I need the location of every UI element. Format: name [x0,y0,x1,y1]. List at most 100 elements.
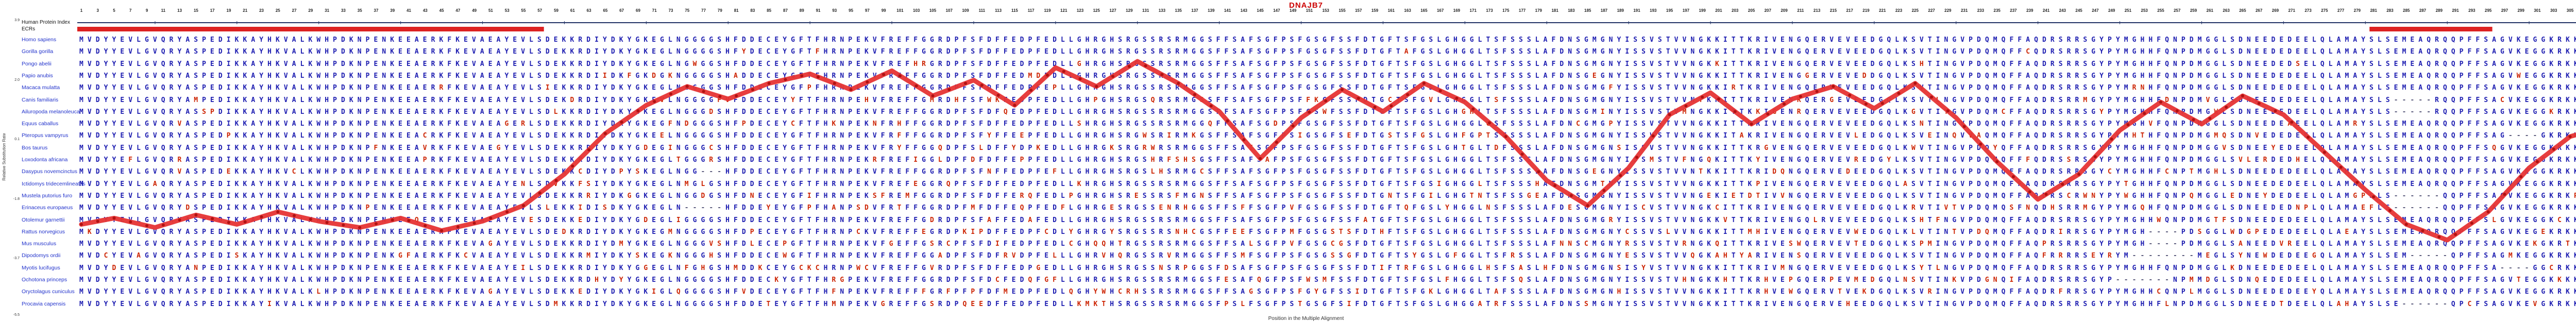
ruler-label: 179 [1535,8,1543,13]
ruler-label: 275 [2321,8,2328,13]
ruler-label: 167 [1436,8,1444,13]
ruler-label: 131 [1142,8,1149,13]
ruler-label: 135 [1175,8,1182,13]
ruler-label: 197 [1682,8,1690,13]
ruler-label: 3 [96,8,99,13]
y-tick-label: 2.0 [14,78,20,82]
ruler-label: 193 [1650,8,1657,13]
ruler-label: 223 [1895,8,1903,13]
ruler-label: 231 [1960,8,1968,13]
ruler-label: 37 [374,8,379,13]
ruler-label: 263 [2223,8,2230,13]
ruler-label: 151 [1306,8,1313,13]
ruler-label: 237 [2010,8,2017,13]
ruler-label: 139 [1208,8,1215,13]
ruler-label: 17 [210,8,215,13]
ruler-label: 211 [1797,8,1804,13]
ruler-label: 191 [1633,8,1640,13]
ruler-label: 153 [1322,8,1329,13]
ruler-label: 75 [685,8,690,13]
ruler-label: 41 [406,8,411,13]
ruler-label: 295 [2484,8,2492,13]
ruler-label: 171 [1469,8,1477,13]
ruler-label: 61 [570,8,575,13]
ruler-label: 109 [962,8,969,13]
ruler-label: 53 [504,8,510,13]
y-tick-label: -1.8 [13,197,20,201]
ruler-label: 23 [259,8,264,13]
ruler-label: 189 [1617,8,1624,13]
ruler-label: 73 [668,8,673,13]
ruler-label: 305 [2566,8,2574,13]
ruler-label: 283 [2386,8,2394,13]
species-label: Papio anubis [22,72,53,79]
ruler-label: 221 [1879,8,1886,13]
ruler-label: 219 [1862,8,1870,13]
species-label: Mus musculus [22,241,57,247]
ruler-label: 101 [896,8,904,13]
ruler-label: 137 [1191,8,1198,13]
species-label: Oryctolagus cuniculus [22,289,75,295]
species-label: Procavia capensis [22,300,66,307]
ruler-label: 161 [1387,8,1395,13]
ruler-label: 43 [422,8,428,13]
ruler-label: 271 [2288,8,2295,13]
species-label: Myotis lucifugus [22,264,60,271]
ruler-label: 199 [1699,8,1706,13]
ruler-label: 97 [865,8,870,13]
ruler-label: 265 [2239,8,2246,13]
ruler-label: 13 [177,8,182,13]
ruler-label: 49 [472,8,477,13]
ruler-label: 127 [1109,8,1116,13]
ruler-label: 289 [2435,8,2443,13]
ruler-label: 59 [554,8,559,13]
ruler-label: 257 [2174,8,2181,13]
ruler-label: 15 [193,8,198,13]
ruler-label: 31 [325,8,330,13]
species-label: Rattus norvegicus [22,228,65,235]
y-tick-label: 0.1 [14,138,20,142]
ruler-label: 301 [2534,8,2541,13]
ruler-label: 27 [292,8,297,13]
ruler-label: 261 [2206,8,2213,13]
ruler-label: 159 [1371,8,1379,13]
ruler-label: 147 [1273,8,1280,13]
species-label: Gorilla gorilla [22,48,54,55]
ruler-label: 287 [2419,8,2427,13]
ruler-label: 99 [881,8,886,13]
ruler-label: 67 [619,8,624,13]
ruler-label: 253 [2141,8,2148,13]
species-label: Loxodonta africana [22,157,68,163]
ruler-label: 195 [1666,8,1673,13]
ruler-label: 217 [1846,8,1853,13]
ruler-label: 141 [1224,8,1231,13]
ruler-label: 165 [1420,8,1428,13]
species-label: Ailuropoda melanoleuca [22,108,80,115]
ruler-label: 5 [113,8,115,13]
species-label: Bos taurus [22,144,48,151]
human-protein-index-label: Human Protein Index [22,20,70,25]
species-label: Pteropus vampyrus [22,132,69,139]
ruler-label: 33 [341,8,346,13]
species-label: Pongo abelii [22,60,52,67]
ruler-label: 269 [2272,8,2279,13]
species-label: Homo sapiens [22,37,57,43]
ruler-label: 7 [129,8,132,13]
ruler-label: 11 [161,8,166,13]
page-title: DNAJB7 [1289,1,1323,10]
y-tick-label: -5.5 [13,313,20,317]
ruler-label: 9 [145,8,148,13]
ruler-label: 123 [1076,8,1084,13]
ruler-label: 169 [1453,8,1461,13]
